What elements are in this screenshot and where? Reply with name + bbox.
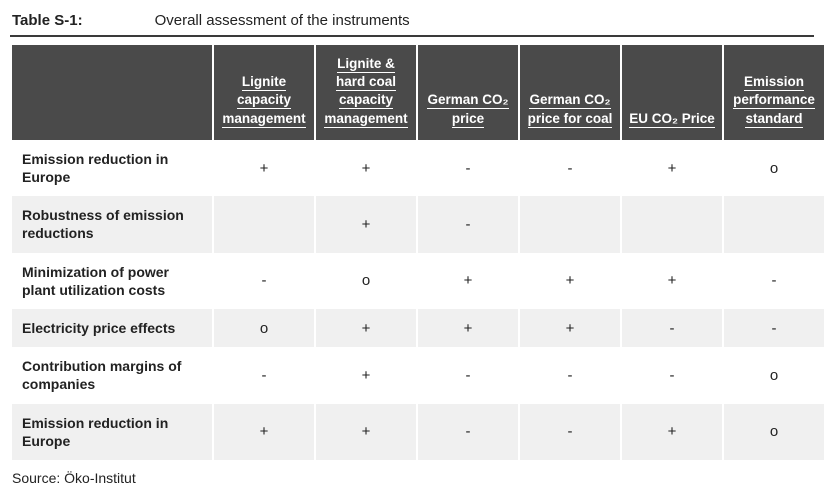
table-cell: o [724,347,824,403]
table-cell: + [418,253,518,309]
row-label: Contribution margins of companies [12,347,212,403]
col-header-label: German CO₂ price [427,92,508,127]
table-row: Emission reduction in Europe + + - - + o [12,404,824,460]
col-header: German CO₂ price for coal [520,45,620,140]
table-cell: - [418,140,518,196]
table-cell [520,196,620,252]
row-label: Emission reduction in Europe [12,404,212,460]
table-cell: - [520,404,620,460]
table-cell [724,196,824,252]
col-header-label: Lignite capacity manage­ment [222,74,305,127]
table-cell: o [724,140,824,196]
table-cell: - [520,347,620,403]
col-header-label: EU CO₂ Price [629,111,715,128]
table-cell: o [214,309,314,347]
table-cell: - [418,196,518,252]
table-cell: + [316,196,416,252]
col-header-label: German CO₂ price for coal [528,92,613,127]
table-cell: - [418,347,518,403]
table-cell: - [622,347,722,403]
col-header-label: Lignite & hard coal capacity manage­ment [324,56,407,128]
table-cell: - [214,253,314,309]
table-cell: + [214,140,314,196]
table-cell: + [622,140,722,196]
table-title-row: Table S-1: Overall assessment of the ins… [10,8,814,37]
table-label: Table S-1: [12,12,83,29]
table-cell: - [214,347,314,403]
table-row: Robustness of emission reductions + - [12,196,824,252]
table-row: Emission reduction in Europe + + - - + o [12,140,824,196]
table-header-blank [12,45,212,140]
table-cell: + [520,253,620,309]
table-cell: - [418,404,518,460]
table-cell: o [724,404,824,460]
table-row: Electricity price effects o + + + - - [12,309,824,347]
col-header: Emission perfor­mance standard [724,45,824,140]
table-cell: + [418,309,518,347]
table-body: Emission reduction in Europe + + - - + o… [12,140,824,460]
table-row: Minimization of power plant utilization … [12,253,824,309]
table-caption: Overall assessment of the instruments [155,12,410,29]
table-cell: + [622,253,722,309]
table-cell: - [724,253,824,309]
row-label: Emission reduction in Europe [12,140,212,196]
table-cell: + [316,140,416,196]
col-header: Lignite capacity manage­ment [214,45,314,140]
table-cell: + [316,309,416,347]
table-source: Source: Öko-Institut [10,470,814,486]
col-header: German CO₂ price [418,45,518,140]
table-cell: + [622,404,722,460]
table-row: Contribution margins of companies - + - … [12,347,824,403]
col-header: Lignite & hard coal capacity manage­ment [316,45,416,140]
col-header: EU CO₂ Price [622,45,722,140]
table-cell [622,196,722,252]
col-header-label: Emission perfor­mance standard [733,74,815,127]
table-cell: + [316,404,416,460]
row-label: Minimization of power plant utilization … [12,253,212,309]
table-cell [214,196,314,252]
row-label: Robustness of emission reductions [12,196,212,252]
table-header-row: Lignite capacity manage­ment Lignite & h… [12,45,824,140]
table-cell: - [622,309,722,347]
assessment-table: Lignite capacity manage­ment Lignite & h… [10,45,824,460]
table-cell: - [724,309,824,347]
table-cell: + [214,404,314,460]
table-cell: + [520,309,620,347]
row-label: Electricity price effects [12,309,212,347]
table-cell: o [316,253,416,309]
table-cell: + [316,347,416,403]
table-cell: - [520,140,620,196]
